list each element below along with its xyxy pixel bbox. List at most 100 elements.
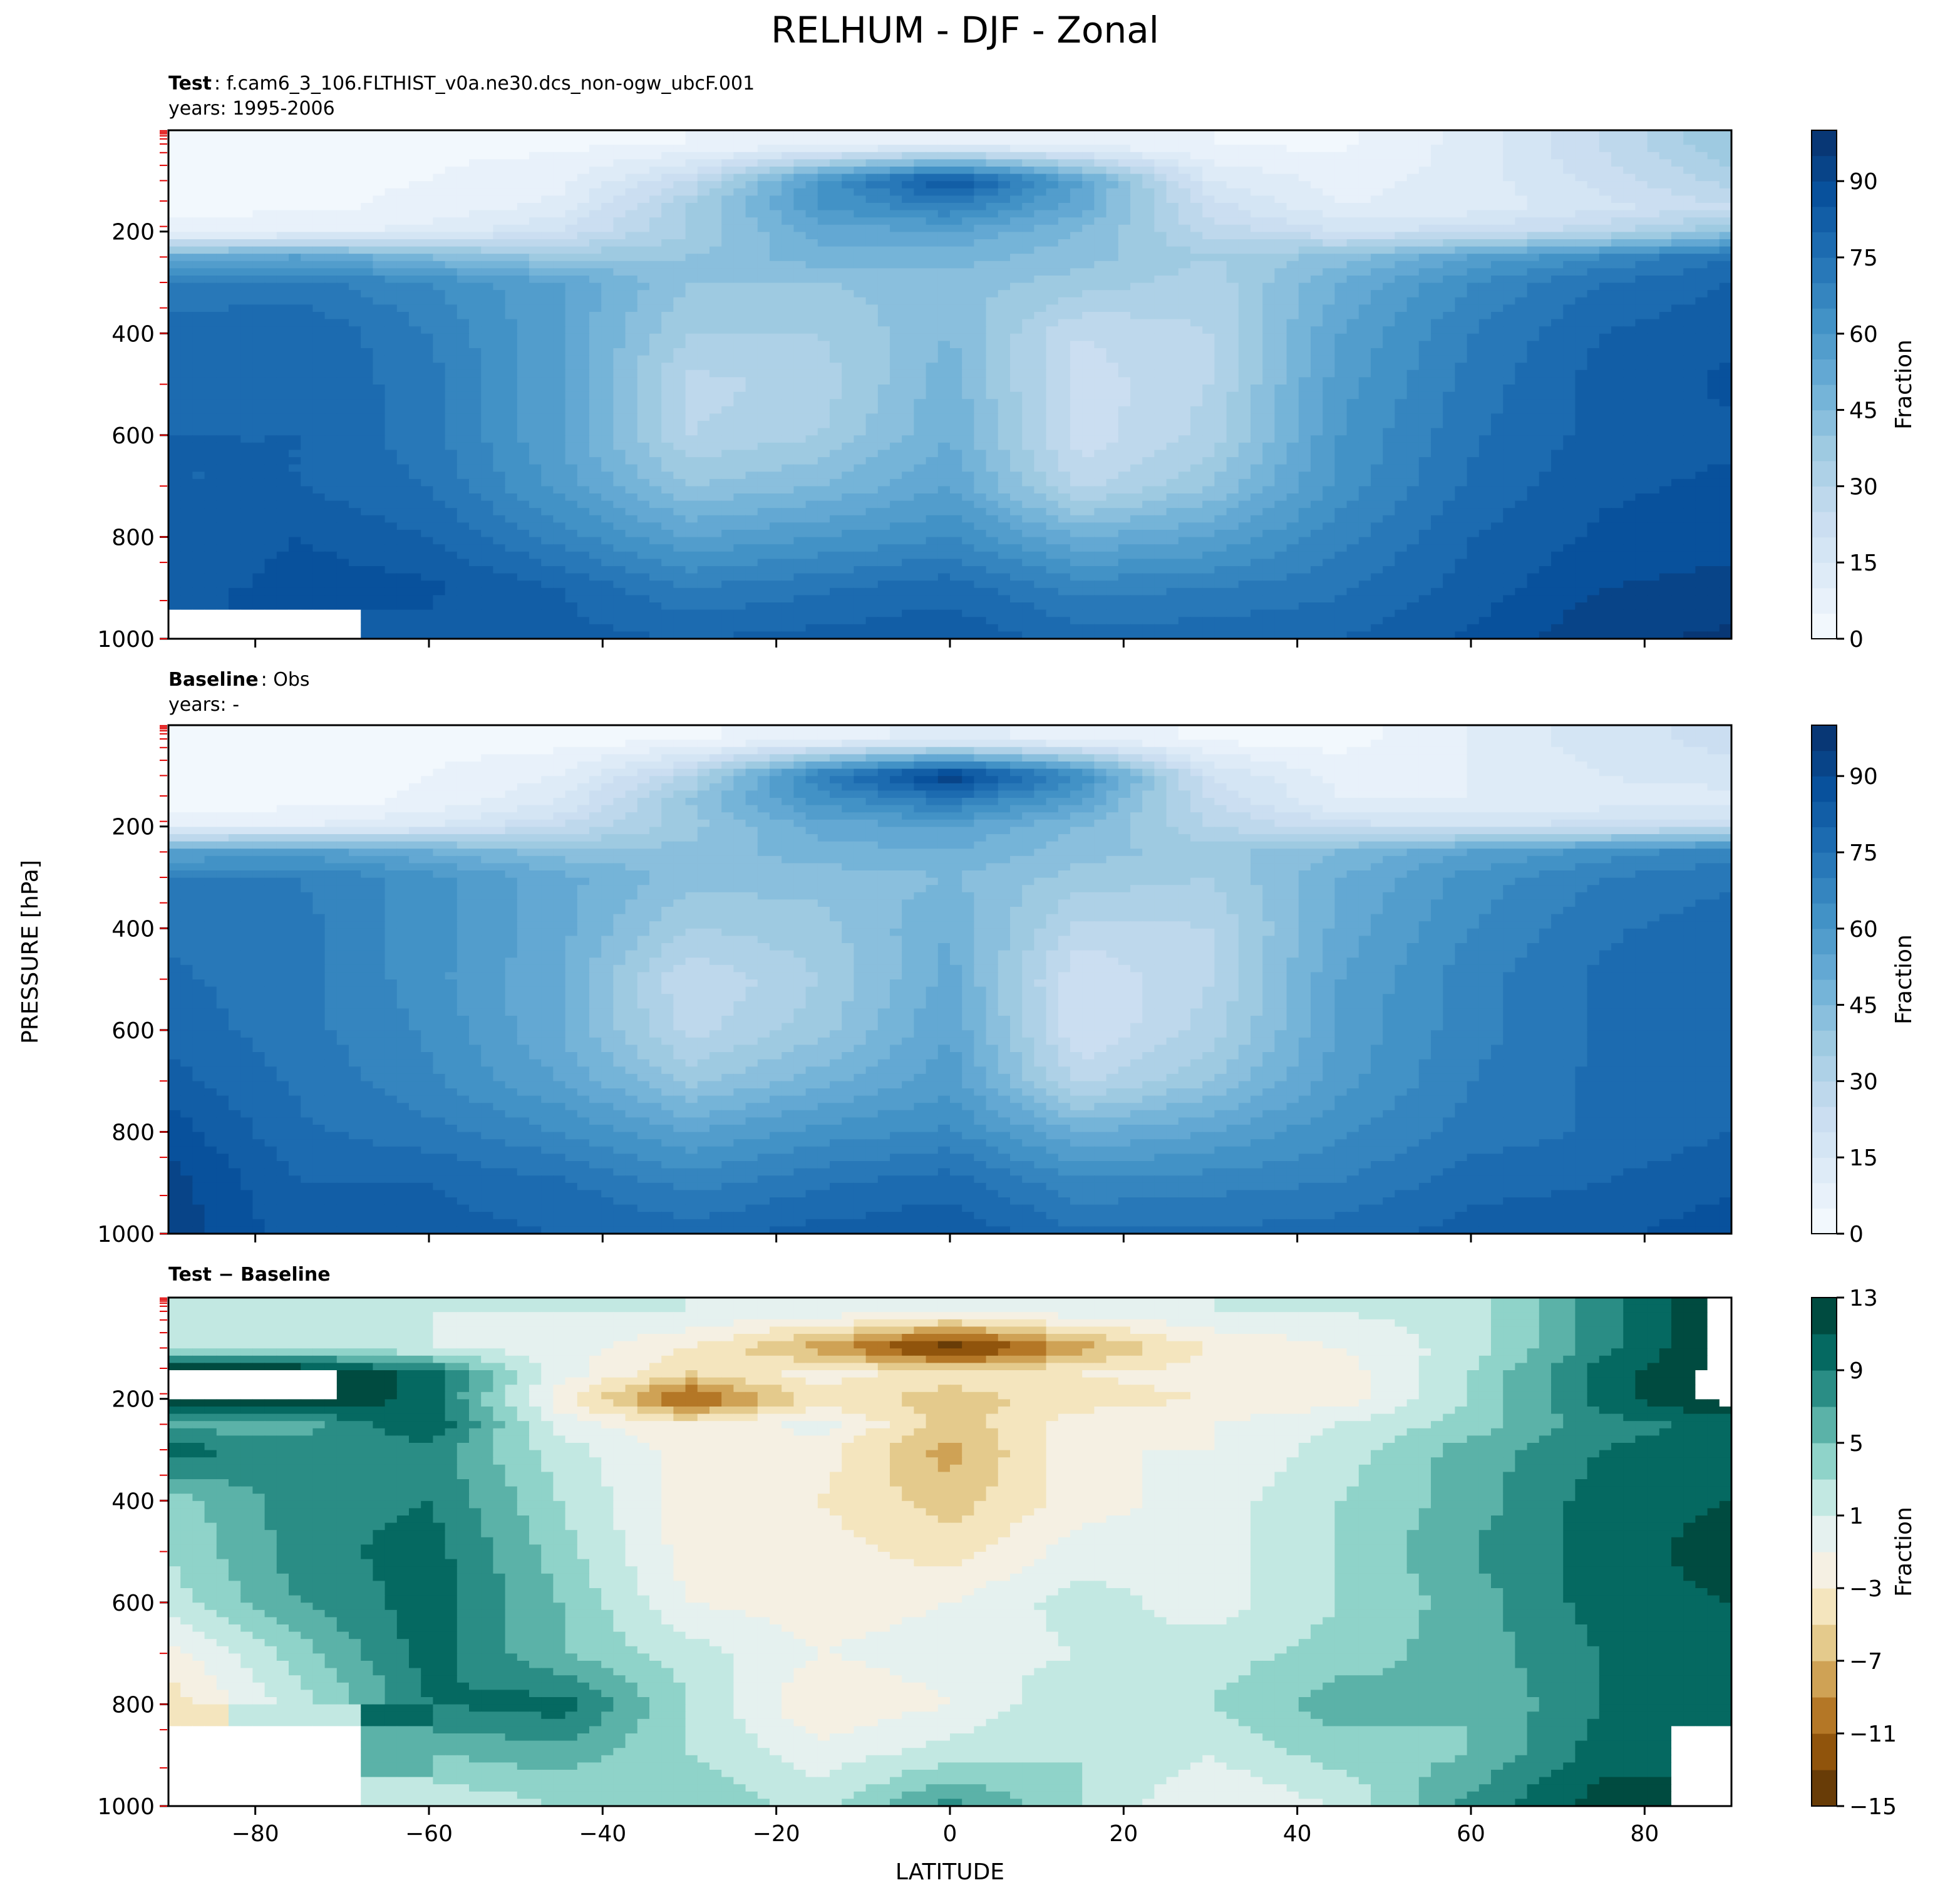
field-cell — [240, 356, 253, 363]
field-cell — [217, 319, 229, 327]
field-cell — [686, 138, 698, 145]
field-cell — [854, 159, 866, 167]
field-cell — [469, 385, 482, 392]
field-cell — [1202, 181, 1215, 188]
field-cell — [1708, 356, 1720, 363]
field-cell — [721, 370, 734, 378]
field-cell — [180, 188, 193, 196]
field-cell — [1671, 326, 1684, 334]
field-cell — [1359, 326, 1371, 334]
field-cell — [902, 341, 914, 348]
field-cell — [1214, 247, 1227, 254]
field-cell — [1683, 152, 1696, 160]
field-cell — [505, 363, 518, 370]
field-cell — [733, 188, 746, 196]
field-cell — [1167, 377, 1179, 385]
field-cell — [1323, 174, 1335, 182]
field-cell — [781, 174, 794, 182]
field-cell — [902, 181, 914, 188]
field-cell — [589, 268, 602, 276]
field-cell — [601, 276, 614, 283]
field-cell — [1022, 254, 1034, 261]
field-cell — [397, 232, 410, 239]
field-cell — [793, 297, 806, 305]
field-cell — [505, 138, 518, 145]
field-cell — [793, 138, 806, 145]
field-cell — [1046, 334, 1059, 341]
field-cell — [325, 247, 338, 254]
field-cell — [1551, 167, 1564, 174]
field-cell — [180, 159, 193, 167]
field-cell — [1142, 268, 1155, 276]
field-cell — [312, 268, 325, 276]
field-cell — [661, 356, 674, 363]
field-cell — [986, 385, 999, 392]
field-cell — [1431, 312, 1443, 319]
field-cell — [770, 290, 782, 297]
field-cell — [1214, 188, 1227, 196]
field-cell — [337, 363, 349, 370]
field-cell — [229, 392, 241, 400]
field-cell — [601, 130, 614, 138]
field-cell — [890, 174, 902, 182]
field-cell — [252, 159, 265, 167]
field-cell — [721, 130, 734, 138]
field-cell — [337, 370, 349, 378]
field-cell — [1431, 225, 1443, 232]
field-cell — [1334, 254, 1347, 261]
field-cell — [277, 268, 289, 276]
field-cell — [1202, 188, 1215, 196]
field-cell — [301, 283, 313, 291]
field-cell — [481, 392, 493, 400]
field-cell — [1034, 254, 1046, 261]
field-cell — [1491, 247, 1504, 254]
field-cell — [1010, 370, 1023, 378]
field-cell — [1599, 297, 1612, 305]
field-cell — [1383, 348, 1395, 356]
field-cell — [806, 385, 818, 392]
field-cell — [1551, 145, 1564, 152]
field-cell — [1022, 261, 1034, 269]
field-cell — [1347, 377, 1359, 385]
field-cell — [229, 276, 241, 283]
field-cell — [1648, 217, 1660, 225]
field-cell — [842, 341, 854, 348]
field-cell — [205, 159, 217, 167]
field-cell — [217, 283, 229, 291]
field-cell — [878, 348, 890, 356]
field-cell — [758, 268, 770, 276]
field-cell — [914, 348, 926, 356]
field-cell — [950, 276, 962, 283]
field-cell — [192, 181, 205, 188]
field-cell — [866, 297, 879, 305]
field-cell — [541, 312, 554, 319]
field-cell — [1527, 152, 1540, 160]
field-cell — [505, 261, 518, 269]
field-cell — [577, 167, 590, 174]
field-cell — [649, 348, 662, 356]
field-cell — [770, 276, 782, 283]
field-cell — [168, 145, 181, 152]
field-cell — [1467, 174, 1480, 182]
field-cell — [1515, 174, 1527, 182]
field-cell — [1214, 225, 1227, 232]
field-cell — [1539, 181, 1552, 188]
field-cell — [770, 254, 782, 261]
field-cell — [601, 254, 614, 261]
field-cell — [1527, 290, 1540, 297]
field-cell — [914, 203, 926, 210]
field-cell — [385, 210, 398, 218]
field-cell — [180, 261, 193, 269]
field-cell — [1154, 167, 1167, 174]
field-cell — [265, 319, 277, 327]
field-cell — [1611, 174, 1624, 182]
field-cell — [986, 290, 999, 297]
field-cell — [1599, 268, 1612, 276]
field-cell — [1407, 217, 1420, 225]
field-cell — [758, 297, 770, 305]
field-cell — [1648, 181, 1660, 188]
field-cell — [1251, 304, 1263, 312]
field-cell — [1479, 276, 1492, 283]
field-cell — [505, 130, 518, 138]
field-cell — [481, 138, 493, 145]
